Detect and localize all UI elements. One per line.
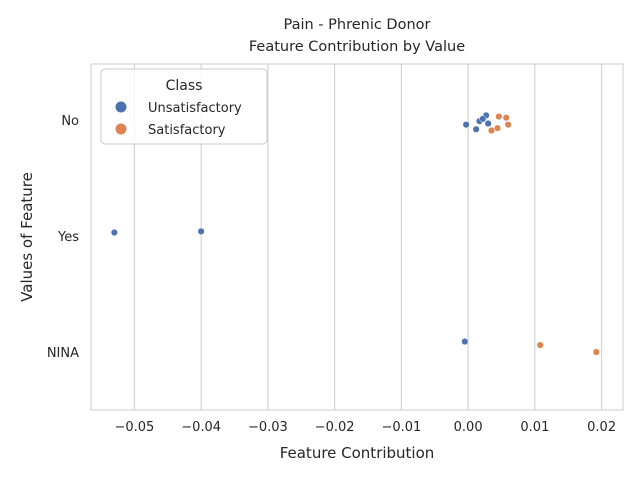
x-tick-label: 0.01 xyxy=(520,420,549,435)
data-point xyxy=(472,125,480,133)
x-axis-label: Feature Contribution xyxy=(280,444,435,462)
data-points xyxy=(110,111,600,356)
x-tick-label: 0.00 xyxy=(454,420,483,435)
legend-label: Unsatisfactory xyxy=(148,101,242,116)
y-axis-label: Values of Feature xyxy=(18,172,36,302)
y-tick-labels: No Yes NINA xyxy=(47,114,79,361)
x-tick-label: −0.04 xyxy=(181,420,221,435)
data-point xyxy=(504,121,512,129)
legend-marker xyxy=(115,101,127,113)
chart-title: Pain - Phrenic Donor xyxy=(283,17,430,33)
y-tick-label: Yes xyxy=(57,230,79,245)
data-point xyxy=(502,114,510,122)
data-point xyxy=(592,348,600,356)
data-point xyxy=(536,341,544,349)
x-tick-label: −0.05 xyxy=(114,420,154,435)
data-point xyxy=(484,119,492,128)
legend-label: Satisfactory xyxy=(148,123,226,138)
data-point xyxy=(110,228,118,237)
data-point xyxy=(461,338,469,346)
legend-box xyxy=(100,68,268,145)
plot-frame xyxy=(90,63,624,411)
data-point xyxy=(495,112,503,121)
x-tick-label: −0.01 xyxy=(381,420,421,435)
chart-subtitle: Feature Contribution by Value xyxy=(249,39,465,55)
legend-items: Unsatisfactory Satisfactory xyxy=(115,101,242,138)
x-tick-label: −0.03 xyxy=(248,420,288,435)
data-point xyxy=(462,121,470,129)
x-tick-label: 0.02 xyxy=(587,420,616,435)
legend-marker xyxy=(115,123,127,135)
y-tick-label: No xyxy=(61,114,79,129)
data-point xyxy=(197,227,205,235)
x-tick-labels: −0.05 −0.04 −0.03 −0.02 −0.01 0.00 0.01 0.02 xyxy=(114,420,616,435)
data-point xyxy=(487,126,496,134)
y-tick-label: NINA xyxy=(47,346,79,361)
data-point xyxy=(493,124,502,132)
legend: Class Unsatisfactory Satisfactory xyxy=(100,68,268,145)
legend-title: Class xyxy=(166,78,203,94)
data-point xyxy=(479,115,487,123)
x-tick-label: −0.02 xyxy=(315,420,355,435)
